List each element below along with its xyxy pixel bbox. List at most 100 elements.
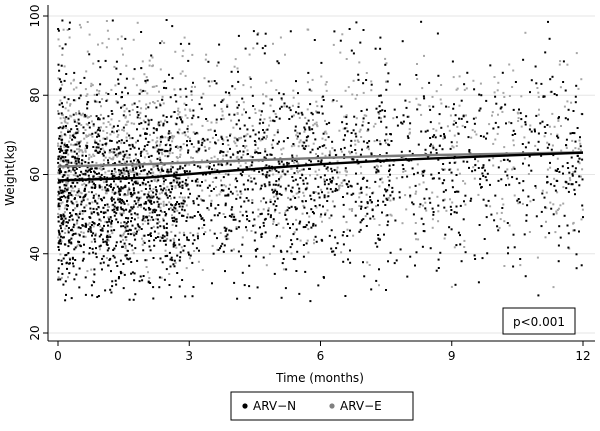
data-point — [68, 140, 70, 143]
data-point — [185, 179, 188, 181]
data-point — [378, 116, 381, 119]
data-point — [440, 102, 443, 105]
data-point — [208, 85, 211, 88]
data-point — [152, 297, 155, 300]
data-point — [169, 147, 172, 150]
data-point — [147, 281, 150, 284]
data-point — [242, 150, 245, 153]
data-point — [112, 173, 115, 175]
data-point — [362, 261, 364, 264]
data-point — [327, 183, 330, 186]
data-point — [458, 117, 461, 120]
data-point — [292, 179, 295, 182]
data-point — [379, 110, 382, 113]
data-point — [350, 151, 353, 154]
data-point — [76, 191, 79, 194]
data-point — [535, 215, 538, 218]
data-point — [145, 150, 148, 152]
data-point — [230, 70, 233, 73]
data-point — [92, 62, 95, 65]
data-point — [358, 204, 361, 207]
data-point — [70, 241, 73, 244]
data-point — [192, 202, 195, 205]
data-point — [424, 201, 427, 204]
data-point — [194, 132, 197, 135]
data-point — [176, 157, 179, 160]
data-point — [91, 180, 94, 183]
data-point — [301, 212, 304, 215]
data-point — [307, 71, 310, 74]
data-point — [473, 254, 476, 257]
data-point — [251, 199, 254, 201]
data-point — [522, 189, 525, 192]
data-point — [168, 137, 171, 140]
data-point — [536, 87, 539, 89]
data-point — [224, 91, 227, 94]
data-point — [88, 116, 91, 118]
data-point — [75, 132, 78, 135]
data-point — [198, 147, 201, 150]
data-point — [525, 219, 528, 222]
data-point — [225, 163, 228, 166]
data-point — [319, 176, 322, 179]
data-point — [489, 64, 492, 67]
data-point — [59, 214, 62, 217]
data-point — [130, 195, 133, 198]
data-point — [562, 60, 565, 63]
data-point — [575, 267, 578, 270]
data-point — [312, 142, 315, 145]
data-point — [385, 133, 388, 136]
data-point — [134, 238, 137, 241]
data-point — [64, 171, 67, 174]
data-point — [525, 115, 528, 118]
data-point — [272, 173, 275, 176]
data-point — [553, 184, 556, 187]
data-point — [467, 136, 470, 139]
y-axis-label: Weight(kg) — [3, 140, 17, 206]
data-point — [59, 189, 62, 192]
data-point — [415, 97, 418, 100]
data-point — [432, 128, 435, 130]
data-point — [520, 95, 523, 98]
data-point — [429, 151, 432, 154]
data-point — [139, 166, 141, 169]
data-point — [144, 183, 147, 186]
data-point — [84, 186, 87, 189]
data-point — [59, 145, 62, 148]
data-point — [567, 190, 570, 193]
data-point — [85, 184, 88, 187]
data-point — [170, 115, 173, 118]
data-point — [385, 190, 388, 193]
data-point — [377, 169, 380, 172]
data-point — [95, 167, 98, 170]
data-point — [206, 186, 209, 189]
data-point — [122, 169, 125, 172]
data-point — [173, 196, 176, 199]
data-point — [285, 105, 288, 108]
data-point — [270, 143, 273, 146]
data-point — [414, 232, 417, 235]
data-point — [123, 273, 126, 276]
data-point — [575, 253, 578, 256]
data-point — [86, 103, 89, 106]
data-point — [173, 265, 176, 268]
data-point — [191, 99, 193, 101]
data-point — [519, 258, 522, 260]
data-point — [204, 179, 207, 182]
data-point — [98, 143, 101, 146]
data-point — [125, 64, 128, 67]
data-point — [390, 140, 393, 142]
data-point — [424, 130, 427, 133]
data-point — [106, 137, 109, 140]
data-point — [111, 126, 114, 129]
data-point — [175, 224, 178, 227]
data-point — [571, 132, 574, 134]
data-point — [383, 194, 385, 197]
data-point — [556, 168, 559, 170]
data-point — [122, 129, 125, 132]
data-point — [416, 163, 419, 166]
data-point — [83, 189, 86, 192]
data-point — [367, 148, 370, 151]
data-point — [318, 196, 321, 199]
data-point — [70, 194, 73, 196]
